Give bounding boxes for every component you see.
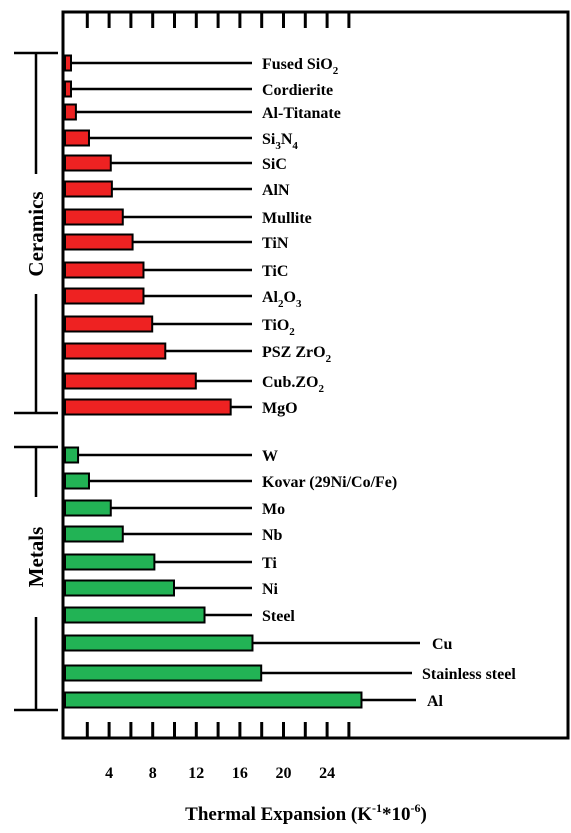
ceramic-bar xyxy=(64,398,232,416)
ceramic-bar-label: Cub.ZO2 xyxy=(262,374,324,395)
x-tick-label: 20 xyxy=(276,765,292,782)
metal-bar xyxy=(64,525,124,543)
metal-bar xyxy=(64,499,112,517)
x-axis-title: Thermal Expansion (K-1*10-6) xyxy=(185,801,427,825)
ceramic-bar xyxy=(64,103,77,121)
x-tick-label: 8 xyxy=(149,765,157,782)
metal-bar xyxy=(64,446,80,464)
ceramic-bar-label: Fused SiO2 xyxy=(262,56,339,77)
metal-bar xyxy=(64,553,156,571)
ceramic-bar xyxy=(64,287,145,305)
metal-bar-label: Ni xyxy=(262,581,279,598)
metal-bar-label: Steel xyxy=(262,608,295,625)
metal-bar-label: Nb xyxy=(262,527,283,544)
metal-bar xyxy=(64,634,254,652)
metal-bar xyxy=(64,472,90,490)
ceramic-bar xyxy=(64,54,72,72)
ceramic-bar-label: TiO2 xyxy=(262,317,295,338)
ceramic-bar-label: TiC xyxy=(262,263,288,280)
ceramic-bar-label: TiN xyxy=(262,235,289,252)
tick-marks: 4 8 12 16 20 24 xyxy=(85,12,351,782)
group-brackets: Ceramics Metals xyxy=(14,51,58,712)
ceramic-bar-label: MgO xyxy=(262,400,298,417)
ceramic-bar xyxy=(64,233,134,251)
metal-bar-label: W xyxy=(262,448,278,465)
ceramics-group-label: Ceramics xyxy=(24,191,48,276)
metal-bar xyxy=(64,691,363,709)
metal-bar-label: Ti xyxy=(262,555,277,572)
ceramic-bar xyxy=(64,180,113,198)
metal-bar-label: Cu xyxy=(432,636,453,653)
metal-bar xyxy=(64,606,206,624)
ceramic-bar xyxy=(64,208,124,226)
ceramic-bar xyxy=(64,154,112,172)
x-tick-label: 12 xyxy=(188,765,204,782)
bars: Fused SiO2 Cordierite Al-Titanate Si3N4 SiC A… xyxy=(64,54,516,710)
ceramic-bar-label: Al2O3 xyxy=(262,289,302,310)
ceramic-bar-label: Si3N4 xyxy=(262,131,298,152)
metal-bar xyxy=(64,579,175,597)
metal-bar-label: Mo xyxy=(262,501,285,518)
ceramic-bar-label: Al-Titanate xyxy=(262,105,341,122)
ceramic-bar-label: SiC xyxy=(262,156,287,173)
ceramic-bar xyxy=(64,315,154,333)
ceramic-bar xyxy=(64,80,72,98)
x-tick-label: 16 xyxy=(232,765,248,782)
x-tick-label: 4 xyxy=(105,765,113,782)
ceramic-bar xyxy=(64,342,167,360)
metal-bar-label: Kovar (29Ni/Co/Fe) xyxy=(262,474,397,491)
ceramic-bar xyxy=(64,129,90,147)
ceramic-bar-label: Cordierite xyxy=(262,82,333,99)
x-tick-label: 24 xyxy=(319,765,335,782)
ceramic-bar-label: AlN xyxy=(262,182,290,199)
metal-bar-label: Stainless steel xyxy=(422,666,516,683)
metals-group-label: Metals xyxy=(24,527,48,588)
ceramic-bar-label: Mullite xyxy=(262,210,312,227)
plot-frame xyxy=(61,10,570,740)
ceramic-bar xyxy=(64,261,145,279)
metal-bar xyxy=(64,664,263,682)
ceramic-bar-label: PSZ ZrO2 xyxy=(262,344,332,365)
metal-bar-label: Al xyxy=(427,693,444,710)
ceramic-bar xyxy=(64,372,197,390)
